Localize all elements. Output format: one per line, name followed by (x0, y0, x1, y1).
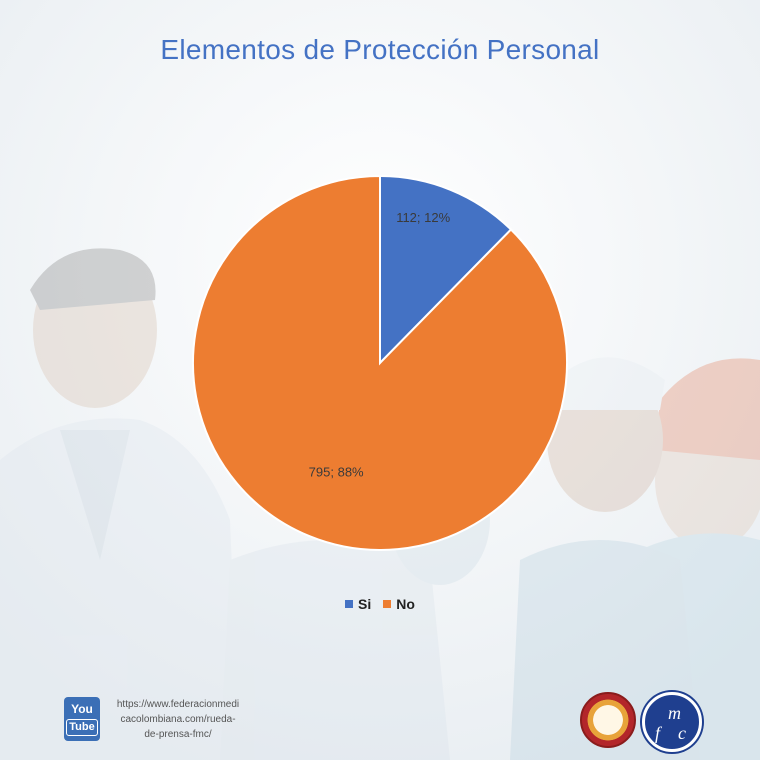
footer-url-line: cacolombiana.com/rueda- (120, 714, 236, 725)
legend-item-si: Si (345, 596, 371, 612)
fmc-logo-icon: m f c (642, 692, 702, 752)
legend-swatch (383, 600, 392, 608)
chart-title: Elementos de Protección Personal (160, 34, 600, 65)
footer-url-line: https://www.federacionmedi (116, 699, 240, 710)
medical-seal-icon (580, 692, 636, 748)
legend-label: No (396, 596, 415, 612)
youtube-icon[interactable]: You Tube (64, 697, 100, 741)
youtube-icon-text-bottom: Tube (66, 719, 98, 736)
legend-swatch (345, 600, 354, 608)
footer-url-line: de-prensa-fmc/ (144, 729, 212, 740)
logo-letter: f (655, 723, 661, 743)
youtube-icon-text-top: You (71, 702, 93, 716)
legend-label: Si (358, 596, 372, 612)
pie-slice-no (192, 174, 568, 551)
data-label-si: 112; 12% (396, 210, 450, 225)
data-label-no: 795; 88% (309, 464, 364, 479)
chart-legend: Si No (0, 595, 760, 612)
legend-item-no: No (383, 596, 415, 612)
logo-letter: c (678, 723, 686, 743)
pie-slice-si (379, 174, 513, 366)
footer-url[interactable]: https://www.federacionmedi cacolombiana.… (108, 697, 248, 742)
logo-letter: m (668, 703, 681, 723)
